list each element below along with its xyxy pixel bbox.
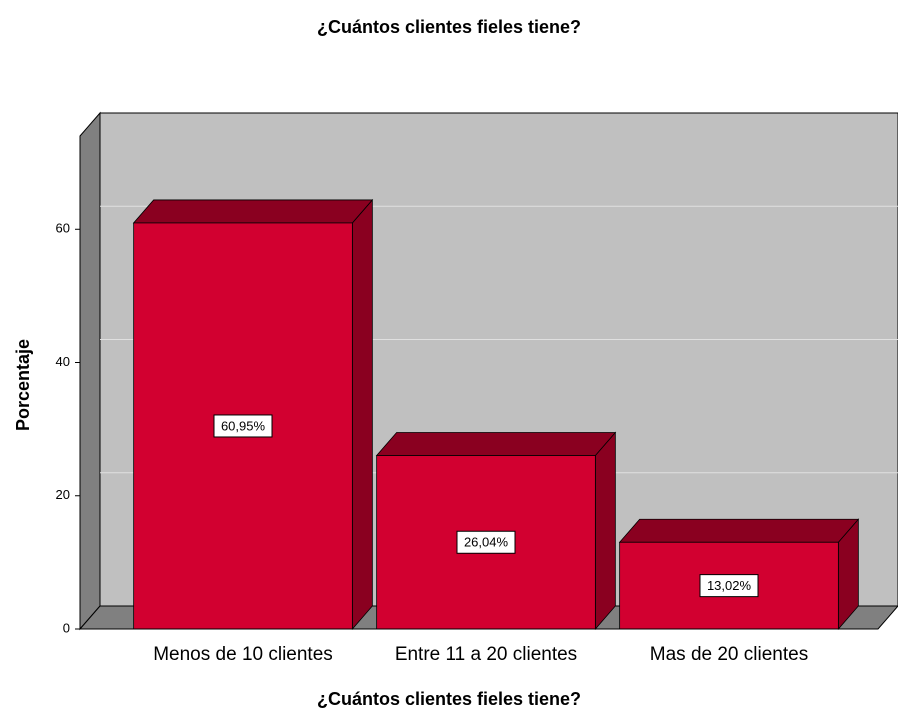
x-axis-title: ¿Cuántos clientes fieles tiene?	[317, 689, 581, 709]
bar-top	[618, 518, 860, 543]
chart-title: ¿Cuántos clientes fieles tiene?	[317, 17, 581, 37]
left-wall	[79, 111, 101, 631]
value-label-box	[699, 574, 759, 598]
value-label-box	[213, 414, 273, 438]
x-tick-label: Mas de 20 clientes	[650, 644, 808, 665]
bar-side	[351, 198, 373, 631]
y-tick-label: 60	[56, 221, 70, 236]
x-tick-label: Menos de 10 clientes	[153, 644, 333, 665]
x-tick-label: Entre 11 a 20 clientes	[395, 644, 577, 665]
bar-top	[132, 199, 374, 224]
y-axis-title: Porcentaje	[13, 339, 33, 431]
value-label: 26,04%	[464, 535, 509, 550]
y-tick-label: 20	[56, 487, 70, 502]
value-label-box	[456, 530, 516, 554]
value-label: 60,95%	[221, 418, 266, 433]
bar-top	[375, 432, 617, 456]
y-tick-label: 40	[56, 354, 70, 369]
value-label: 13,02%	[707, 578, 752, 593]
bar-side	[594, 431, 616, 631]
y-tick-label: 0	[63, 620, 70, 635]
